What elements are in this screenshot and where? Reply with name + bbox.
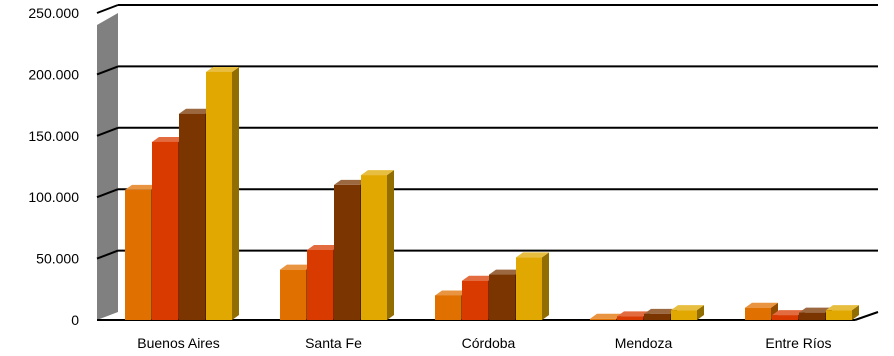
y-tick-label: 0	[71, 312, 79, 328]
bar-top	[179, 108, 212, 114]
bar	[361, 170, 394, 320]
bar-top	[826, 305, 859, 311]
x-tick-label: Santa Fe	[305, 335, 362, 351]
bar-top	[462, 275, 495, 281]
bar-front	[671, 310, 697, 320]
bar-top	[435, 290, 468, 296]
bar-side	[232, 66, 239, 320]
x-tick-label: Buenos Aires	[137, 335, 220, 351]
gridline-connector	[96, 126, 119, 137]
bar	[826, 305, 859, 320]
bar-top	[125, 184, 158, 190]
bar	[206, 66, 239, 320]
bar-top	[280, 264, 313, 270]
bar-top	[745, 302, 778, 308]
bar-front	[307, 250, 333, 320]
gridline-connector	[96, 65, 119, 76]
bar	[671, 305, 704, 320]
y-tick-label: 250.000	[28, 5, 79, 21]
x-axis-ticks: Buenos Aires Santa Fe Córdoba Mendoza Entre …	[137, 335, 831, 351]
x-tick-label: Córdoba	[462, 335, 516, 351]
bar-top	[489, 269, 522, 275]
bar-front	[772, 315, 798, 320]
bar	[516, 252, 549, 320]
bar-top	[307, 245, 340, 251]
bar-top	[206, 66, 239, 72]
bar-front	[462, 280, 488, 320]
gridline-connector	[96, 249, 119, 260]
bar-front	[489, 274, 515, 320]
bar-front	[152, 141, 178, 320]
bar-front	[590, 318, 616, 320]
bar-top	[516, 252, 549, 258]
bar-front	[361, 175, 387, 320]
bar-top	[644, 308, 677, 314]
gridline-connector	[96, 188, 119, 199]
bar-top	[361, 170, 394, 176]
bar-front	[745, 307, 771, 320]
bars	[125, 66, 859, 320]
bar-side	[697, 305, 704, 320]
bar-front	[826, 310, 852, 320]
bar-top	[590, 313, 623, 319]
x-tick-label: Entre Ríos	[765, 335, 831, 351]
bar-front	[334, 184, 360, 320]
bar-top	[671, 305, 704, 311]
bar-front	[799, 312, 825, 320]
bar-front	[179, 113, 205, 320]
bar-top	[799, 307, 832, 313]
bar-front	[617, 316, 643, 320]
y-tick-label: 200.000	[28, 66, 79, 82]
bar-side	[852, 305, 859, 320]
bar-front	[435, 295, 461, 320]
bar-front	[644, 313, 670, 320]
bar-front	[206, 71, 232, 320]
bar-top	[617, 311, 650, 317]
bar-top	[152, 136, 185, 142]
bar-side	[542, 252, 549, 320]
y-axis-ticks: 0 50.000 100.000 150.000 200.000 250.000	[28, 5, 79, 328]
left-wall	[97, 13, 118, 320]
bar-top	[334, 179, 367, 185]
bar-top	[772, 310, 805, 316]
x-tick-label: Mendoza	[615, 335, 673, 351]
y-tick-label: 100.000	[28, 189, 79, 205]
bar-front	[125, 189, 151, 320]
gridline-connector	[96, 4, 119, 14]
bar-front	[280, 269, 306, 320]
bar-side	[387, 170, 394, 320]
floor-right-edge	[854, 311, 879, 321]
bar-front	[516, 257, 542, 320]
y-tick-label: 50.000	[36, 251, 79, 267]
y-tick-label: 150.000	[28, 128, 79, 144]
